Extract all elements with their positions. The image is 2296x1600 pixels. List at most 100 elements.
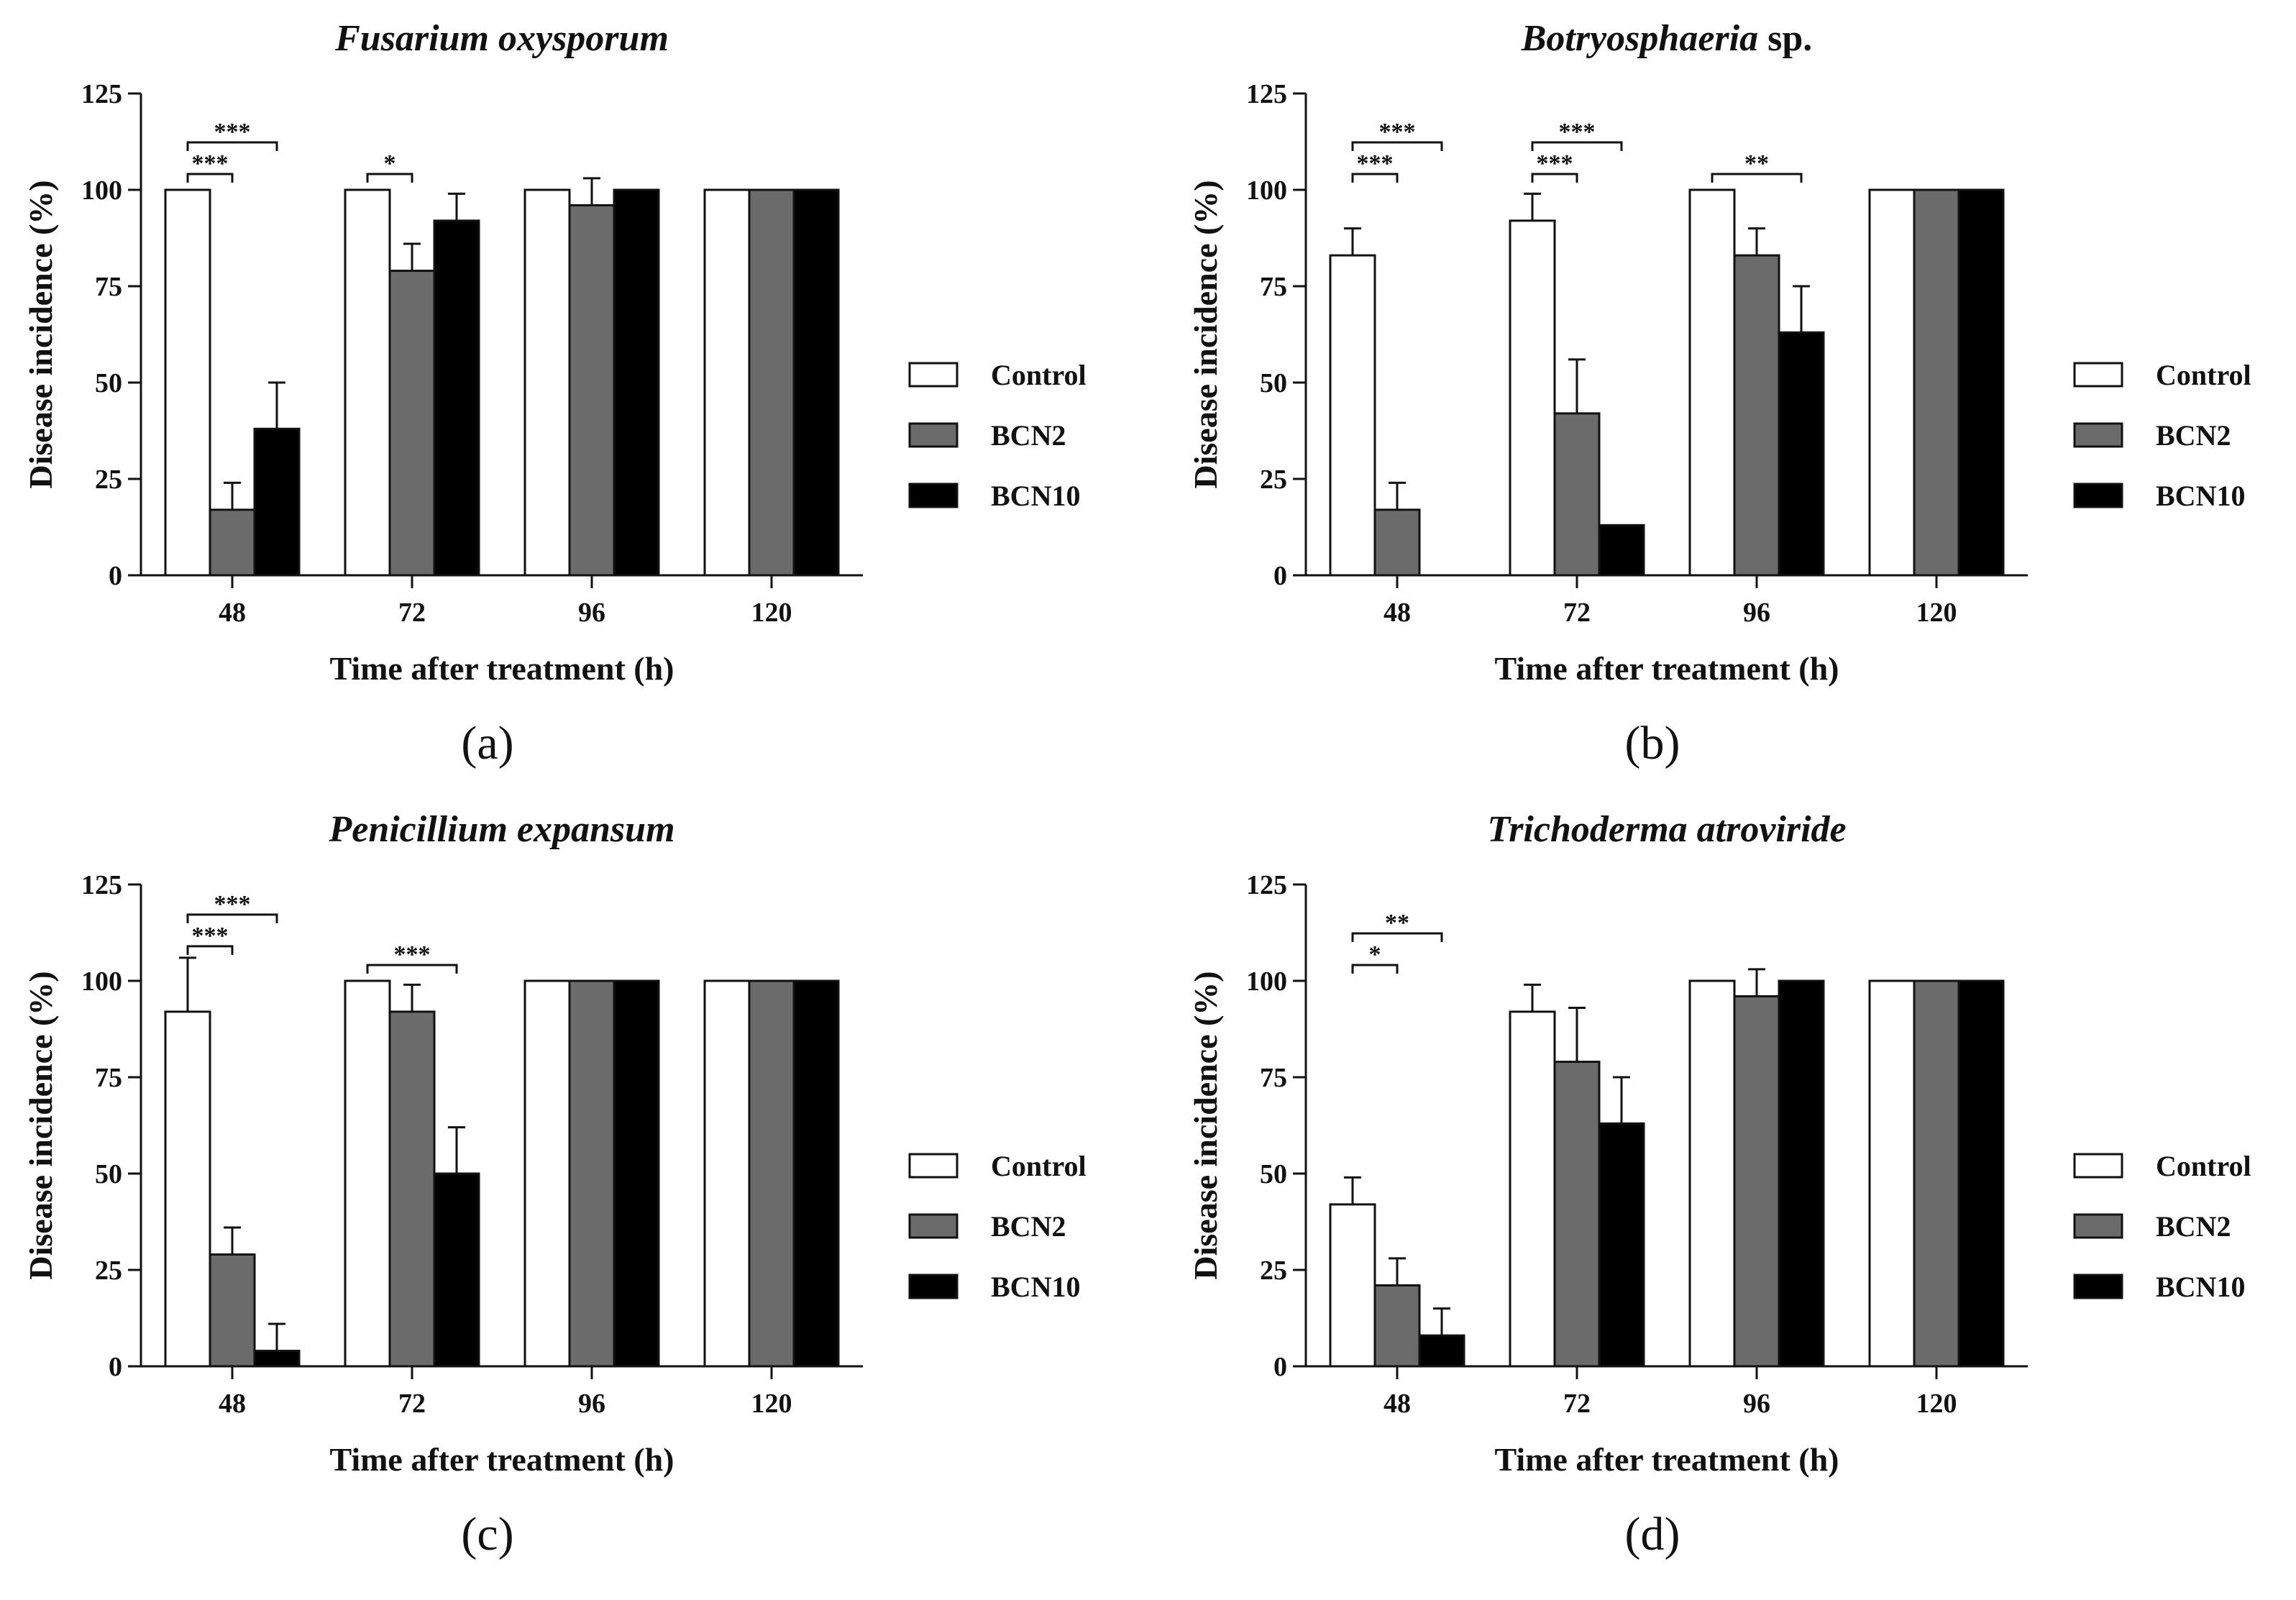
bar-control-120	[1868, 188, 1916, 577]
legend-swatch-control	[2073, 362, 2123, 388]
y-axis-label: Disease incidence (%)	[22, 180, 59, 488]
bar-bcn10-72	[1598, 1122, 1645, 1368]
y-tick-label: 125	[1246, 79, 1287, 109]
legend-swatch-bcn10	[908, 483, 959, 508]
x-axis-label: Time after treatment (h)	[329, 650, 674, 687]
significance-label: ***	[1559, 119, 1596, 145]
legend-label-bcn10: BCN10	[991, 1271, 1080, 1303]
legend-swatch-bcn10	[908, 1274, 959, 1299]
chart-title: Fusarium oxysporum	[334, 18, 669, 59]
x-tick-label: 72	[398, 598, 426, 628]
x-tick-label: 96	[1743, 1389, 1770, 1419]
bar-bcn2-120	[748, 188, 795, 577]
significance-label: *	[1369, 941, 1381, 968]
bar-bcn2-48	[209, 1253, 256, 1368]
bar-control-72	[344, 979, 391, 1368]
significance-label: ***	[214, 119, 251, 145]
x-tick-label: 72	[1563, 1389, 1591, 1419]
significance-bracket	[186, 173, 234, 183]
legend-label-control: Control	[991, 1150, 1087, 1182]
significance-bracket	[186, 141, 278, 151]
y-tick-label: 25	[95, 465, 122, 495]
bar-bcn10-120	[1957, 979, 2005, 1368]
y-tick-label: 100	[1246, 966, 1287, 997]
y-tick-label: 75	[1260, 272, 1287, 302]
legend-swatch-bcn10	[2073, 1274, 2123, 1299]
bar-control-96	[523, 188, 571, 577]
chart-title-italic: Botryosphaeria	[1521, 18, 1758, 59]
legend-label-control: Control	[2156, 359, 2251, 391]
significance-bracket	[186, 913, 278, 923]
significance-bracket	[1711, 173, 1803, 183]
bar-control-48	[1329, 254, 1376, 577]
chart-title-italic: Penicillium expansum	[328, 809, 674, 850]
significance-bracket	[1351, 141, 1443, 151]
bar-control-120	[1868, 979, 1916, 1368]
chart-panel-1: Fusarium oxysporum 0 25 50 75 100 125 Disease i…	[22, 18, 1087, 769]
significance-bracket	[1531, 141, 1623, 151]
bar-bcn2-120	[1913, 979, 1960, 1368]
significance-label: ***	[192, 150, 229, 177]
legend-label-bcn2: BCN2	[2156, 419, 2231, 452]
legend-label-bcn2: BCN2	[2156, 1210, 2231, 1243]
bar-control-120	[703, 188, 751, 577]
bar-bcn10-96	[1778, 979, 1825, 1368]
significance-label: *	[384, 150, 396, 177]
y-tick-label: 25	[95, 1256, 122, 1286]
bar-bcn2-120	[748, 979, 795, 1368]
panel-label: (b)	[1625, 717, 1680, 769]
significance-label: ***	[1537, 150, 1573, 177]
significance-bracket	[1351, 173, 1399, 183]
y-tick-label: 0	[109, 561, 122, 591]
bar-bcn10-120	[792, 979, 840, 1368]
x-tick-label: 96	[578, 1389, 605, 1419]
significance-label: ***	[214, 891, 251, 918]
legend-swatch-control	[908, 362, 959, 388]
y-tick-label: 0	[1273, 561, 1287, 591]
legend-label-bcn10: BCN10	[991, 480, 1080, 512]
legend-label-control: Control	[2156, 1150, 2251, 1182]
significance-label: **	[1744, 150, 1769, 177]
legend-swatch-bcn2	[908, 1213, 959, 1239]
legend-label-control: Control	[991, 359, 1087, 391]
significance-label: ***	[1357, 150, 1394, 177]
y-tick-label: 75	[95, 1063, 122, 1093]
y-tick-label: 100	[81, 175, 122, 206]
legend-swatch-bcn2	[908, 422, 959, 448]
bar-bcn10-48	[1418, 1334, 1465, 1368]
panel-label: (d)	[1625, 1508, 1680, 1560]
y-tick-label: 50	[1260, 1159, 1287, 1189]
chart-title-suffix: sp.	[1758, 18, 1812, 59]
legend-label-bcn10: BCN10	[2156, 480, 2245, 512]
bar-bcn10-120	[1957, 188, 2005, 577]
legend-label-bcn2: BCN2	[991, 1210, 1066, 1243]
y-tick-label: 50	[95, 368, 122, 398]
y-tick-label: 25	[1260, 1256, 1287, 1286]
x-axis-label: Time after treatment (h)	[1494, 1441, 1839, 1478]
bar-bcn2-72	[388, 270, 436, 577]
bar-bcn2-72	[1553, 1061, 1601, 1368]
significance-bracket	[366, 173, 413, 183]
significance-label: ***	[1379, 119, 1416, 145]
x-tick-label: 48	[219, 598, 246, 628]
y-tick-label: 125	[81, 79, 122, 109]
bar-control-120	[703, 979, 751, 1368]
x-tick-label: 96	[1743, 598, 1770, 628]
x-tick-label: 48	[1383, 598, 1411, 628]
bar-control-48	[164, 188, 211, 577]
bar-control-96	[1688, 979, 1736, 1368]
y-tick-label: 75	[1260, 1063, 1287, 1093]
bar-bcn10-96	[613, 979, 660, 1368]
y-axis-label: Disease incidence (%)	[1187, 971, 1224, 1279]
bar-bcn10-120	[792, 188, 840, 577]
y-tick-label: 50	[1260, 368, 1287, 398]
bar-bcn2-72	[388, 1010, 436, 1368]
x-tick-label: 96	[578, 598, 605, 628]
bar-bcn2-72	[1553, 412, 1601, 577]
y-tick-label: 100	[81, 966, 122, 997]
bar-bcn2-48	[209, 508, 256, 577]
y-tick-label: 75	[95, 272, 122, 302]
bar-bcn10-72	[1598, 524, 1645, 577]
significance-bracket	[366, 964, 458, 974]
